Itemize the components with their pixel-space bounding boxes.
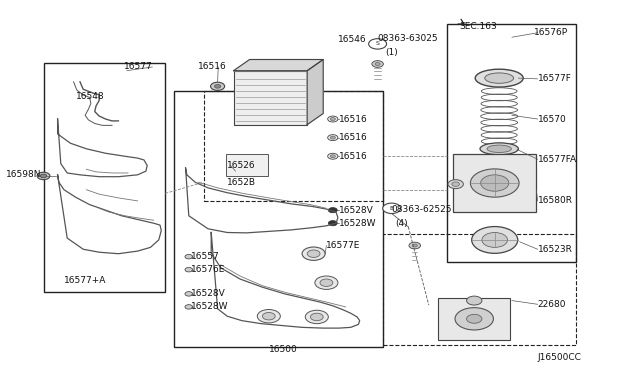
Circle shape [40, 174, 47, 178]
Text: 1652B: 1652B [227, 178, 256, 187]
Circle shape [328, 208, 337, 213]
Circle shape [409, 242, 420, 249]
Text: 16598N: 16598N [6, 170, 42, 179]
Text: SEC.163: SEC.163 [460, 22, 497, 31]
Text: (4): (4) [396, 219, 408, 228]
Text: J16500CC: J16500CC [538, 353, 582, 362]
Text: 16546: 16546 [338, 35, 367, 44]
Text: 08363-62525: 08363-62525 [392, 205, 452, 214]
Circle shape [330, 155, 335, 158]
Circle shape [452, 182, 460, 186]
Circle shape [214, 84, 221, 88]
Circle shape [302, 247, 325, 260]
Polygon shape [234, 60, 323, 71]
Bar [226, 154, 268, 176]
Text: 16580R: 16580R [538, 196, 573, 205]
Circle shape [369, 39, 387, 49]
Circle shape [328, 153, 338, 159]
Text: 16577: 16577 [124, 62, 152, 71]
Circle shape [482, 232, 508, 247]
Bar [453, 154, 536, 212]
Circle shape [372, 61, 383, 67]
Ellipse shape [485, 73, 514, 83]
Circle shape [211, 82, 225, 90]
Text: 16570: 16570 [538, 115, 566, 124]
Circle shape [470, 169, 519, 197]
Bar [438, 298, 510, 340]
Text: 16577FA: 16577FA [538, 155, 577, 164]
Circle shape [37, 172, 50, 180]
Circle shape [185, 254, 193, 259]
Circle shape [257, 310, 280, 323]
Circle shape [375, 62, 380, 65]
Text: 16576P: 16576P [534, 28, 568, 37]
Text: 08363-63025: 08363-63025 [378, 34, 438, 43]
Text: S: S [376, 41, 380, 46]
Bar [447, 24, 576, 262]
Circle shape [467, 314, 482, 323]
Text: (1): (1) [385, 48, 398, 57]
Circle shape [455, 308, 493, 330]
Bar [234, 71, 307, 125]
Circle shape [185, 292, 193, 296]
Text: 16577+A: 16577+A [64, 276, 106, 285]
Text: B: B [390, 206, 394, 211]
Circle shape [412, 244, 417, 247]
Polygon shape [307, 60, 323, 125]
Text: 16528W: 16528W [191, 302, 228, 311]
Circle shape [185, 267, 193, 272]
Circle shape [320, 279, 333, 286]
Bar [174, 91, 383, 347]
Text: 16528V: 16528V [339, 206, 374, 215]
Circle shape [328, 135, 338, 141]
Text: 16557: 16557 [191, 252, 220, 261]
Text: 16577F: 16577F [538, 74, 572, 83]
Circle shape [328, 221, 337, 226]
Text: 16516: 16516 [339, 152, 368, 161]
Text: 16526: 16526 [227, 161, 256, 170]
Text: 16500: 16500 [269, 345, 298, 354]
Bar [204, 91, 383, 201]
Circle shape [315, 276, 338, 289]
Circle shape [330, 136, 335, 139]
Circle shape [448, 180, 463, 189]
Text: 16516: 16516 [339, 133, 368, 142]
Text: 16516: 16516 [339, 115, 368, 124]
Text: 16548: 16548 [76, 92, 104, 101]
Circle shape [330, 118, 335, 121]
Circle shape [262, 312, 275, 320]
Bar [383, 234, 576, 345]
Ellipse shape [487, 145, 511, 153]
Circle shape [310, 313, 323, 321]
Circle shape [383, 203, 401, 214]
Bar [44, 63, 165, 292]
Circle shape [481, 175, 509, 191]
Text: 22680: 22680 [538, 300, 566, 309]
Circle shape [307, 250, 320, 257]
Circle shape [328, 116, 338, 122]
Ellipse shape [476, 69, 524, 87]
Circle shape [472, 227, 518, 253]
Text: 16528W: 16528W [339, 219, 377, 228]
Text: 16523R: 16523R [538, 245, 572, 254]
Text: 16528V: 16528V [191, 289, 225, 298]
Text: 16516: 16516 [198, 62, 227, 71]
Text: 16576E: 16576E [191, 265, 225, 274]
Circle shape [467, 296, 482, 305]
Circle shape [305, 310, 328, 324]
Text: 16577E: 16577E [326, 241, 361, 250]
Circle shape [185, 305, 193, 309]
Ellipse shape [480, 143, 518, 155]
